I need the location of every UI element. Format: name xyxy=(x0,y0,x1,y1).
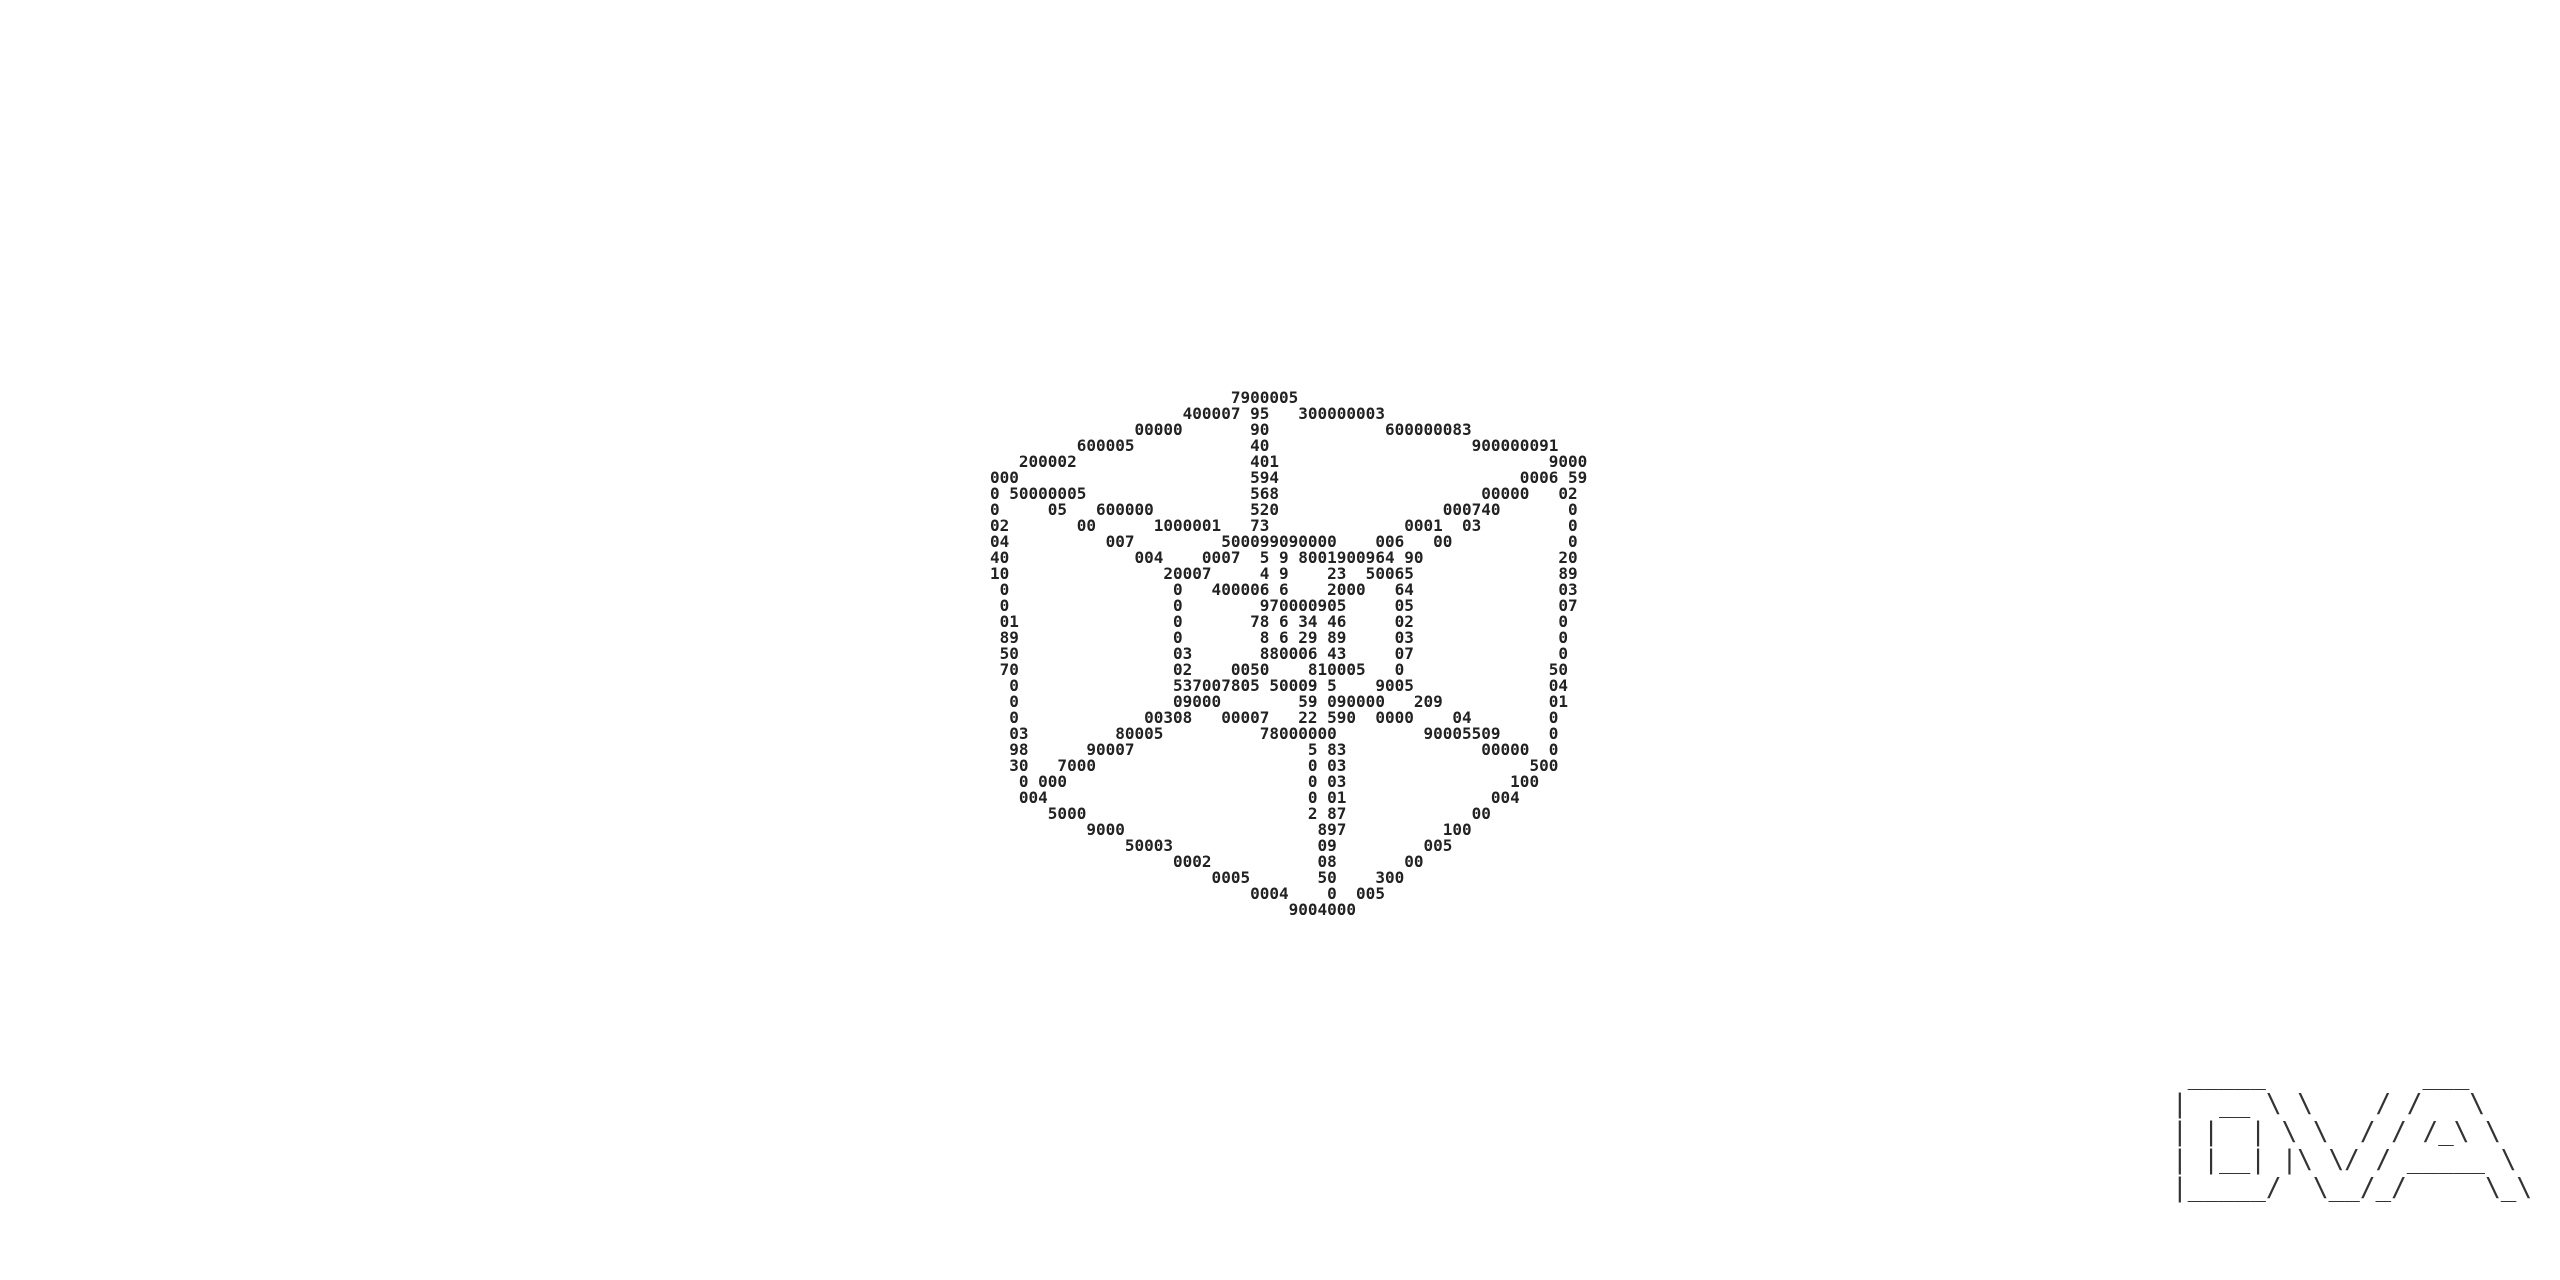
art-line: 50003 09 005 xyxy=(990,836,1453,855)
art-line: 5000 2 87 00 xyxy=(990,804,1491,823)
art-line: 9000 897 100 xyxy=(990,820,1472,839)
logo-line: | |__| |\ \/ / _____ \ xyxy=(2172,1145,2517,1175)
art-line: 04 007 500099090000 006 00 0 xyxy=(990,532,1578,551)
art-line: 200002 401 9000 xyxy=(990,452,1588,471)
art-line: 03 80005 78000000 90005509 0 xyxy=(990,724,1559,743)
art-line: 600005 40 900000091 xyxy=(990,436,1559,455)
art-line: 0 09000 59 090000 209 01 xyxy=(990,692,1568,711)
art-line: 9004000 xyxy=(990,900,1357,919)
art-line: 02 00 1000001 73 0001 03 0 xyxy=(990,516,1578,535)
art-line: 0 0 970000905 05 07 xyxy=(990,596,1578,615)
art-line: 7900005 xyxy=(990,388,1299,407)
art-line: 01 0 78 6 34 46 02 0 xyxy=(990,612,1568,631)
art-line: 0 000 0 03 100 xyxy=(990,772,1540,791)
art-line: 89 0 8 6 29 89 03 0 xyxy=(990,628,1568,647)
art-line: 000 594 0006 59 xyxy=(990,468,1588,487)
logo-line: _____ ___ xyxy=(2172,1061,2470,1091)
logo-line: | __ \ \ / / \ xyxy=(2172,1089,2486,1119)
art-line: 00000 90 600000083 xyxy=(990,420,1472,439)
art-line: 70 02 0050 810005 0 50 xyxy=(990,660,1568,679)
art-line: 50 03 880006 43 07 0 xyxy=(990,644,1568,663)
art-line: 30 7000 0 03 500 xyxy=(990,756,1559,775)
art-line: 0004 0 005 xyxy=(990,884,1385,903)
art-line: 0002 08 00 xyxy=(990,852,1424,871)
ascii-art: 7900005 400007 95 300000003 00000 90 600… xyxy=(990,390,1587,918)
art-line: 0 0 400006 6 2000 64 03 xyxy=(990,580,1578,599)
art-line: 004 0 01 004 xyxy=(990,788,1520,807)
art-line: 98 90007 5 83 00000 0 xyxy=(990,740,1559,759)
art-line: 0 00308 00007 22 590 0000 04 0 xyxy=(990,708,1559,727)
art-line: 40 004 0007 5 9 8001900964 90 20 xyxy=(990,548,1578,567)
logo-line: |_____/ \__/_/ \_\ xyxy=(2172,1173,2533,1203)
art-line: 0 50000005 568 00000 02 xyxy=(990,484,1578,503)
art-line: 0005 50 300 xyxy=(990,868,1405,887)
logo: _____ ___ | __ \ \ / / \ | | | \ \ / / /_\… xyxy=(2172,1062,2532,1202)
art-line: 0 05 600000 520 000740 0 xyxy=(990,500,1578,519)
logo-line: | | | \ \ / / /_\ \ xyxy=(2172,1117,2501,1147)
art-line: 0 537007805 50009 5 9005 04 xyxy=(990,676,1568,695)
art-line: 10 20007 4 9 23 50065 89 xyxy=(990,564,1578,583)
art-line: 400007 95 300000003 xyxy=(990,404,1385,423)
